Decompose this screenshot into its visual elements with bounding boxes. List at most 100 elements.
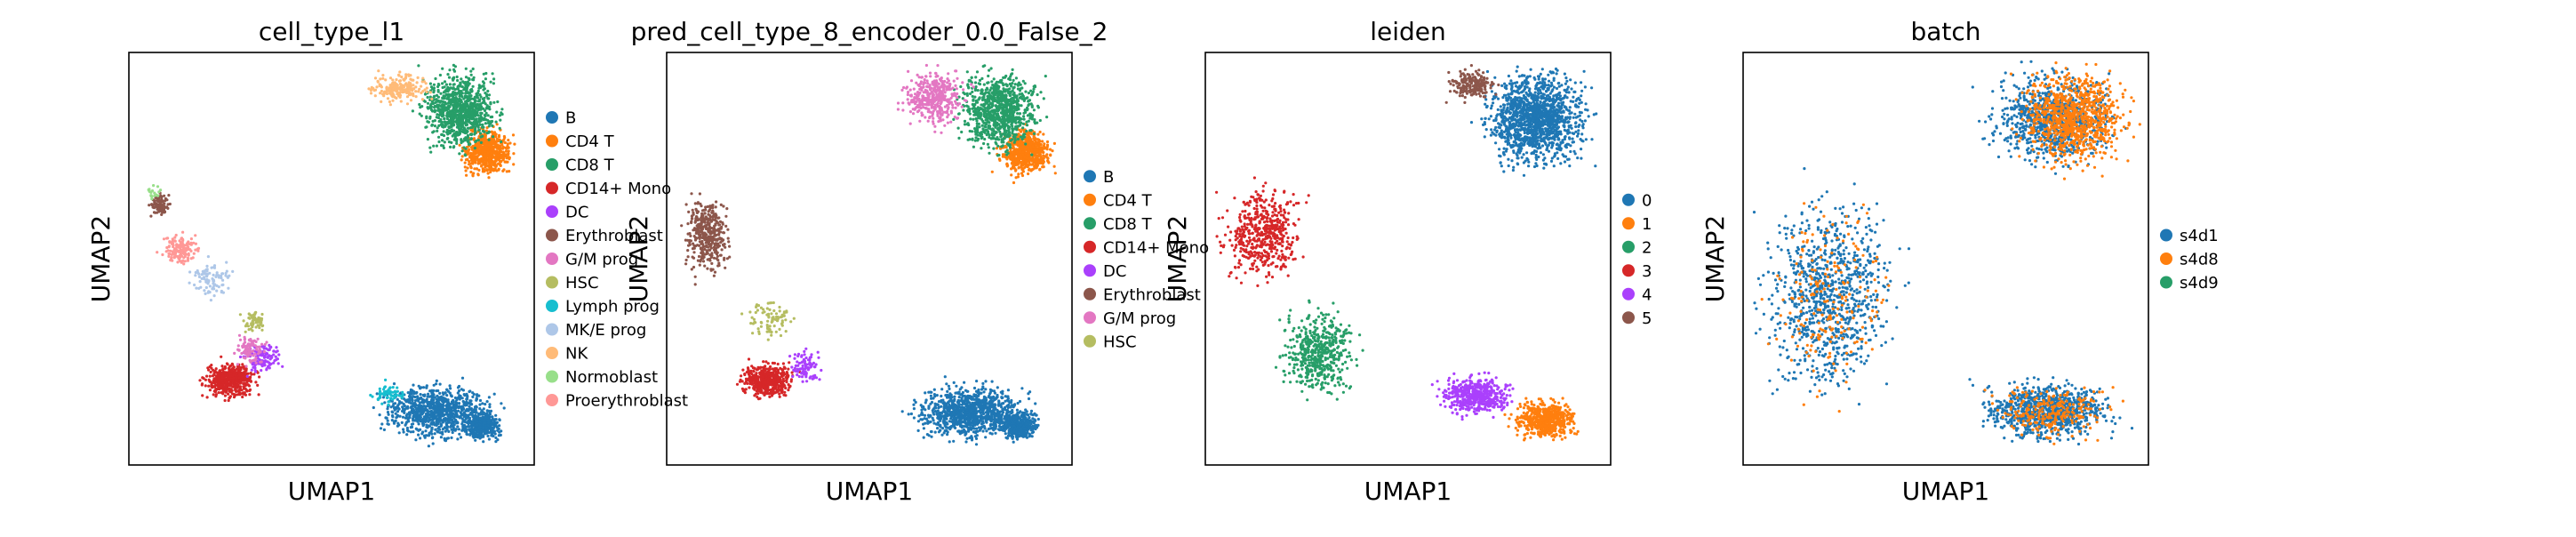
- point: [391, 95, 395, 99]
- point: [448, 100, 452, 104]
- point: [489, 150, 492, 154]
- point: [985, 429, 988, 433]
- point: [436, 84, 440, 89]
- point: [472, 392, 476, 397]
- point: [422, 422, 426, 426]
- point: [390, 419, 394, 422]
- point: [208, 374, 212, 378]
- point: [452, 404, 455, 408]
- point: [217, 376, 220, 380]
- point: [236, 344, 240, 348]
- point: [467, 142, 471, 146]
- point: [260, 345, 264, 349]
- point: [386, 97, 390, 100]
- point: [421, 398, 426, 402]
- point: [471, 107, 475, 110]
- point: [464, 169, 468, 172]
- point: [468, 405, 471, 408]
- point: [932, 421, 936, 425]
- point: [473, 424, 476, 428]
- point: [460, 388, 463, 391]
- point: [502, 168, 506, 172]
- point: [482, 440, 485, 444]
- point: [446, 111, 450, 115]
- point: [455, 140, 459, 143]
- point: [398, 70, 402, 74]
- point: [426, 138, 429, 141]
- point: [389, 405, 393, 409]
- point: [446, 136, 450, 140]
- point: [149, 194, 153, 197]
- point: [238, 381, 242, 385]
- point: [965, 437, 969, 440]
- point: [375, 392, 379, 396]
- point: [471, 84, 475, 88]
- point: [425, 386, 428, 389]
- point: [416, 420, 420, 423]
- point: [476, 94, 479, 98]
- point: [152, 203, 156, 206]
- legend-label: CD4 T: [565, 132, 615, 151]
- point: [433, 110, 436, 114]
- point: [237, 349, 241, 352]
- point: [409, 430, 412, 434]
- point: [380, 402, 384, 405]
- point: [513, 142, 516, 146]
- point: [392, 402, 396, 405]
- point: [167, 254, 171, 258]
- point: [436, 429, 439, 433]
- point: [439, 104, 443, 108]
- point: [244, 387, 247, 390]
- point: [452, 146, 455, 149]
- point: [486, 419, 490, 422]
- point: [254, 321, 259, 325]
- point: [258, 375, 261, 379]
- point: [435, 379, 438, 382]
- point: [443, 413, 446, 417]
- point: [484, 403, 487, 406]
- point: [202, 377, 205, 381]
- point: [487, 97, 491, 100]
- point: [481, 100, 484, 105]
- legend-label: NK: [565, 345, 588, 364]
- series-HSC: [238, 310, 265, 333]
- point: [414, 90, 418, 93]
- point: [156, 198, 159, 203]
- point: [485, 159, 489, 163]
- point: [373, 88, 378, 92]
- point: [448, 413, 452, 416]
- point: [201, 394, 204, 397]
- point: [975, 380, 979, 383]
- point: [460, 85, 464, 89]
- point: [444, 391, 447, 395]
- point: [432, 383, 436, 387]
- point: [380, 100, 383, 103]
- point: [157, 190, 161, 194]
- point: [947, 384, 950, 388]
- point: [163, 205, 167, 210]
- point: [407, 74, 411, 77]
- point: [236, 379, 239, 382]
- point: [267, 365, 270, 368]
- point: [254, 340, 258, 343]
- point: [436, 108, 440, 112]
- point: [168, 252, 172, 256]
- point: [450, 436, 453, 439]
- point: [474, 119, 477, 123]
- point: [482, 88, 485, 92]
- point: [247, 379, 251, 382]
- point: [479, 412, 483, 415]
- point: [475, 143, 479, 147]
- point: [425, 90, 428, 93]
- point: [436, 389, 440, 393]
- point: [948, 392, 952, 396]
- legend-marker: [546, 228, 558, 242]
- legend-marker: [546, 134, 558, 148]
- point: [407, 395, 412, 398]
- point: [168, 240, 172, 244]
- point: [369, 92, 373, 95]
- point: [469, 69, 473, 73]
- point: [179, 240, 182, 244]
- point: [188, 270, 192, 274]
- point: [212, 379, 215, 382]
